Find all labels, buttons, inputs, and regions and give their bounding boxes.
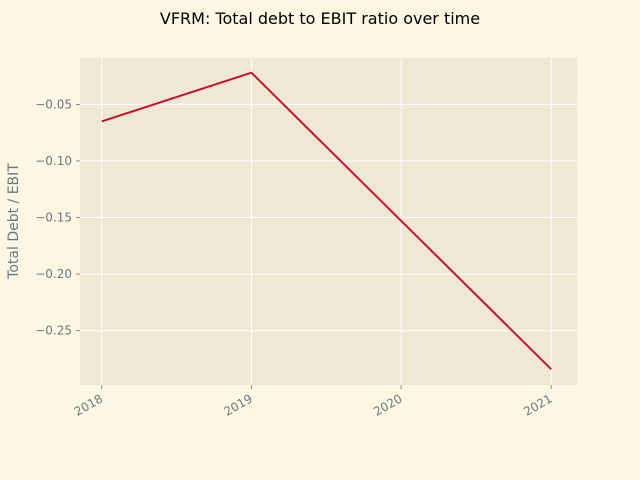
chart-title: VFRM: Total debt to EBIT ratio over time (160, 9, 480, 28)
y-tick-label: −0.10 (35, 154, 72, 168)
x-axis-ticks: 2018 2019 2020 2021 (72, 385, 555, 419)
y-axis-label: Total Debt / EBIT (6, 163, 22, 280)
y-axis-ticks: −0.05 −0.10 −0.15 −0.20 −0.25 (35, 97, 80, 338)
x-tick-label: 2019 (221, 391, 254, 418)
y-tick-label: −0.05 (35, 97, 72, 111)
y-tick-label: −0.20 (35, 267, 72, 281)
y-tick-label: −0.15 (35, 211, 72, 225)
x-tick-label: 2018 (72, 391, 105, 418)
series-layer (101, 71, 552, 370)
grid-lines (80, 58, 577, 385)
series-line (101, 71, 552, 370)
x-tick-label: 2021 (521, 391, 554, 418)
x-tick-label: 2020 (371, 391, 404, 418)
plot-area (80, 58, 577, 385)
y-tick-label: −0.25 (35, 324, 72, 338)
